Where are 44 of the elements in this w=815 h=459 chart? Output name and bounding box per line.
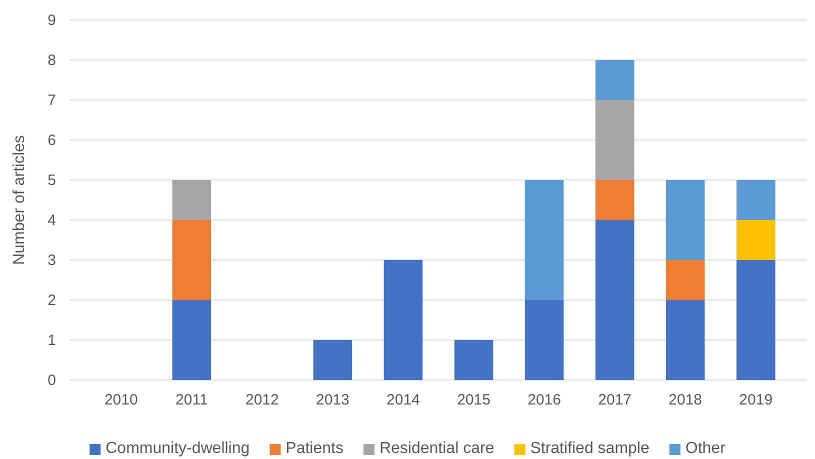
bar	[595, 220, 634, 380]
legend-label: Patients	[286, 440, 344, 457]
y-tick-label: 7	[48, 92, 56, 109]
y-tick-label: 0	[48, 372, 56, 389]
bar	[172, 220, 212, 300]
legend-label: Other	[685, 440, 726, 457]
x-tick-label: 2014	[386, 392, 420, 409]
y-tick-label: 2	[48, 292, 56, 309]
bar	[666, 300, 705, 380]
bar	[172, 300, 212, 380]
x-tick-label: 2015	[457, 392, 490, 409]
x-tick-label: 2016	[528, 392, 561, 409]
y-tick-label: 8	[48, 52, 56, 69]
bar	[666, 180, 705, 260]
bar	[454, 340, 494, 380]
y-tick-label: 3	[48, 252, 56, 269]
x-tick-label: 2012	[245, 392, 279, 409]
legend-label: Residential care	[379, 440, 494, 457]
bar	[736, 220, 776, 260]
x-tick-label: 2013	[316, 392, 350, 409]
x-tick-label: 2017	[598, 392, 632, 409]
y-tick-label: 5	[48, 172, 56, 189]
y-axis-title: Number of articles	[11, 135, 28, 265]
bar	[736, 180, 776, 220]
y-tick-label: 1	[48, 332, 56, 349]
bar	[384, 260, 423, 380]
bar	[524, 300, 564, 380]
y-tick-label: 6	[48, 132, 56, 149]
bar	[736, 260, 776, 380]
x-tick-label: 2010	[104, 392, 138, 409]
bar	[595, 180, 634, 220]
bar	[595, 60, 634, 100]
y-tick-label: 4	[48, 212, 56, 229]
bar	[524, 180, 564, 300]
x-tick-label: 2018	[668, 392, 702, 409]
bar	[313, 340, 352, 380]
x-tick-label: 2011	[176, 392, 208, 409]
legend-label: Stratified sample	[530, 440, 650, 457]
bar	[666, 260, 705, 300]
bar	[172, 180, 212, 220]
bar	[595, 100, 634, 180]
y-tick-label: 9	[48, 12, 56, 29]
x-tick-label: 2019	[739, 392, 773, 409]
legend-label: Community-dwelling	[106, 440, 250, 457]
